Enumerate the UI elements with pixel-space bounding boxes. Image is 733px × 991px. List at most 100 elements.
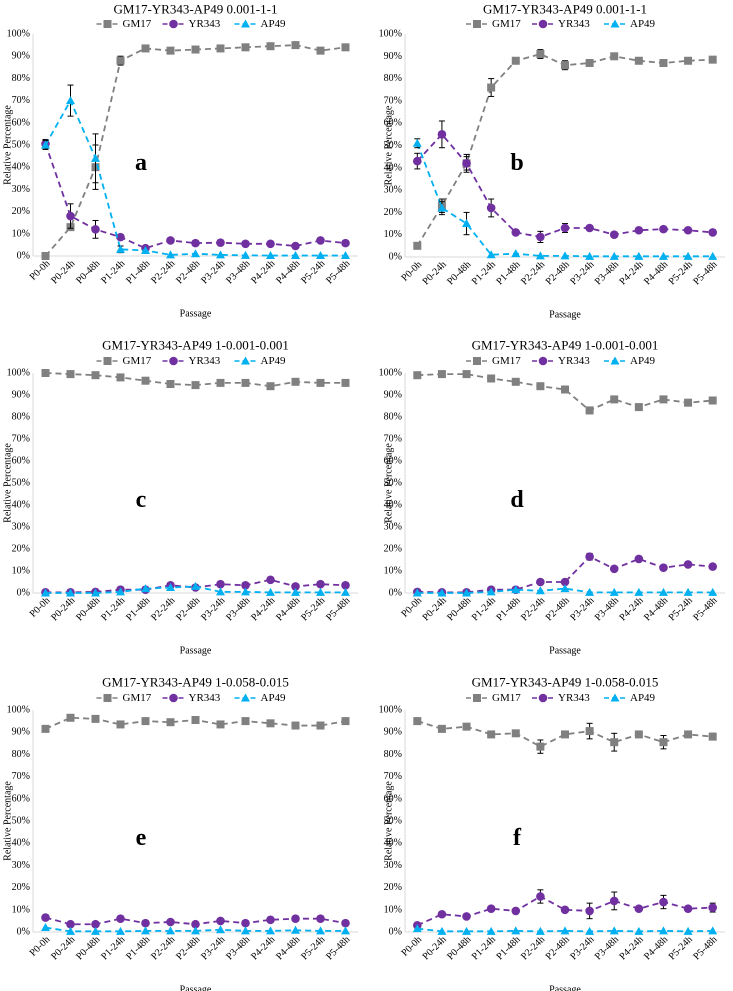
data-point-ap49 [708, 926, 718, 935]
data-point-gm17 [561, 730, 569, 739]
x-tick-label: P2-24h [519, 595, 547, 623]
x-tick-label: P0-48h [74, 258, 102, 286]
data-point-ap49 [341, 587, 350, 596]
y-axis-title: Relative Percentage [384, 443, 395, 523]
x-tick-label: P5-48h [691, 934, 719, 962]
legend-marker-yr343 [538, 693, 548, 703]
legend-marker-gm17 [103, 357, 112, 365]
data-point-ap49 [683, 251, 693, 260]
data-point-ap49 [437, 203, 447, 212]
data-point-yr343 [462, 159, 471, 168]
x-tick-label: P0-24h [49, 258, 77, 286]
y-tick-label: 30% [12, 860, 30, 871]
data-point-ap49 [41, 140, 50, 149]
legend-label-gm17: GM17 [123, 692, 152, 704]
data-point-gm17 [341, 43, 350, 52]
data-point-gm17 [41, 724, 50, 733]
legend-marker-yr343 [169, 693, 178, 703]
data-point-ap49 [462, 219, 472, 228]
y-tick-label: 70% [12, 434, 30, 445]
y-tick-label: 70% [12, 771, 30, 782]
x-tick-label: P3-48h [224, 934, 252, 962]
y-tick-label: 40% [12, 500, 30, 511]
data-point-ap49 [585, 587, 595, 596]
data-point-yr343 [659, 897, 668, 907]
series-yr343 [413, 552, 717, 597]
y-tick-label: 60% [12, 456, 30, 467]
x-tick-label: P3-48h [224, 258, 252, 286]
legend-label-yr343: YR343 [189, 18, 221, 30]
series-gm17 [41, 41, 350, 260]
y-tick-label: 70% [384, 95, 402, 106]
data-point-gm17 [41, 369, 50, 377]
data-point-gm17 [659, 58, 668, 67]
x-tick-label: P0-48h [445, 259, 473, 287]
x-axis-title: Passage [549, 646, 581, 657]
data-point-yr343 [462, 912, 471, 921]
data-point-gm17 [91, 714, 100, 723]
data-point-ap49 [266, 587, 275, 596]
data-point-ap49 [341, 926, 350, 935]
data-point-yr343 [216, 916, 225, 926]
data-point-gm17 [561, 385, 569, 394]
y-tick-label: 30% [384, 860, 402, 871]
y-tick-label: 50% [12, 478, 30, 489]
x-tick-label: P4-24h [249, 258, 277, 286]
legend-label-gm17: GM17 [492, 18, 521, 30]
y-tick-label: 90% [12, 51, 30, 62]
legend-marker-yr343 [169, 19, 178, 29]
legend-label-yr343: YR343 [189, 355, 221, 367]
x-axis-title: Passage [180, 646, 212, 657]
legend: GM17 YR343 AP49 [96, 692, 286, 704]
data-point-yr343 [659, 224, 668, 234]
data-point-ap49 [291, 587, 300, 596]
y-tick-label: 0% [17, 251, 30, 262]
y-tick-label: 20% [12, 206, 30, 217]
data-point-yr343 [413, 156, 422, 166]
x-tick-label: P5-24h [667, 934, 695, 962]
chart-title: GM17-YR343-AP49 1-0.001-0.001 [102, 338, 289, 353]
y-tick-label: 40% [384, 838, 402, 849]
x-tick-label: P4-48h [642, 934, 670, 962]
y-tick-label: 100% [379, 29, 402, 40]
data-point-ap49 [658, 926, 668, 935]
legend-marker-ap49 [241, 693, 250, 702]
data-point-yr343 [634, 554, 644, 564]
legend-label-ap49: AP49 [630, 18, 656, 30]
data-point-yr343 [634, 225, 644, 235]
x-tick-label: P2-48h [544, 259, 572, 287]
data-point-yr343 [266, 915, 275, 925]
legend-label-gm17: GM17 [492, 355, 521, 367]
x-tick-label: P1-48h [124, 934, 152, 962]
y-tick-label: 90% [12, 727, 30, 738]
data-point-ap49 [511, 585, 521, 594]
data-point-yr343 [683, 560, 693, 569]
x-tick-label: P0-24h [49, 595, 77, 623]
y-tick-label: 90% [384, 51, 402, 62]
x-tick-label: P2-24h [149, 934, 177, 962]
data-point-yr343 [166, 236, 175, 245]
data-point-gm17 [684, 730, 693, 739]
data-point-gm17 [561, 61, 569, 70]
data-point-gm17 [66, 713, 75, 722]
x-tick-label: P2-48h [174, 595, 202, 623]
legend-label-gm17: GM17 [492, 692, 521, 704]
x-tick-label: P5-24h [299, 934, 327, 962]
series-gm17 [413, 370, 717, 415]
y-axis-title: Relative Percentage [384, 105, 395, 185]
y-tick-label: 100% [7, 368, 30, 379]
legend-label-yr343: YR343 [189, 692, 221, 704]
data-point-ap49 [535, 251, 545, 260]
data-point-ap49 [291, 925, 300, 934]
legend-marker-gm17 [473, 357, 481, 365]
legend: GM17 YR343 AP49 [96, 355, 286, 367]
data-point-ap49 [708, 587, 718, 596]
data-point-yr343 [341, 581, 350, 590]
data-point-yr343 [116, 232, 125, 242]
data-point-yr343 [141, 918, 150, 928]
data-point-gm17 [91, 371, 100, 380]
data-point-gm17 [585, 727, 594, 736]
data-point-gm17 [216, 720, 225, 729]
y-tick-label: 80% [12, 749, 30, 760]
series-gm17 [41, 369, 350, 391]
